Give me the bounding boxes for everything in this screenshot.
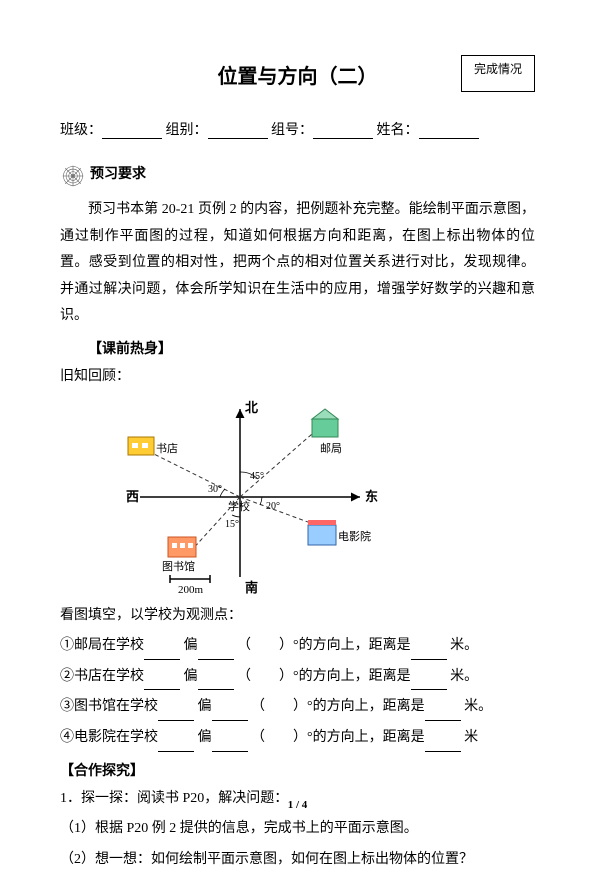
name-blank[interactable]: [419, 123, 479, 139]
q1-blank1[interactable]: [144, 644, 180, 660]
group-blank[interactable]: [208, 123, 268, 139]
angle30-label: 30°: [208, 484, 222, 495]
q1-blank3[interactable]: [411, 644, 447, 660]
groupno-blank[interactable]: [313, 123, 373, 139]
q4-blank2[interactable]: [212, 736, 248, 752]
q3-blank2[interactable]: [212, 705, 248, 721]
warmup-heading: 【课前热身】: [60, 338, 535, 358]
q4-blank1[interactable]: [158, 736, 194, 752]
q2-blank3[interactable]: [411, 674, 447, 690]
preview-heading: 预习要求: [90, 163, 146, 183]
north-label: 北: [245, 400, 258, 415]
angle15-label: 15°: [225, 519, 239, 530]
recall-label: 旧知回顾：: [60, 364, 535, 391]
east-label: 东: [365, 489, 378, 504]
angle20-label: 20°: [266, 501, 280, 512]
page: 位置与方向（二） 完成情况 班级： 组别： 组号： 姓名： 预习要求 预习书本第…: [0, 0, 595, 841]
explore-item1-2: （2）想一想：如何绘制平面示意图，如何在图上标出物体的位置？: [60, 847, 535, 873]
student-info-row: 班级： 组别： 组号： 姓名：: [60, 119, 535, 139]
status-box: 完成情况: [461, 55, 535, 92]
group-label: 组别：: [166, 123, 208, 138]
preview-heading-row: 预习要求: [60, 163, 535, 189]
explore-heading: 【合作探究】: [60, 760, 535, 780]
cinema-building: [308, 520, 336, 545]
west-label: 西: [126, 489, 139, 504]
class-label: 班级：: [60, 123, 102, 138]
name-label: 姓名：: [377, 123, 419, 138]
question-4: ④电影院在学校 偏 （ ）°的方向上，距离是 米: [60, 725, 535, 752]
south-label: 南: [245, 580, 258, 595]
bookstore-label: 书店: [156, 441, 178, 455]
cinema-label: 电影院: [338, 529, 371, 543]
postoffice-building: [312, 409, 338, 437]
q2-blank2[interactable]: [198, 674, 234, 690]
library-label: 图书馆: [162, 559, 195, 573]
page-footer: 1 / 4: [0, 799, 595, 811]
angle45-label: 45°: [250, 471, 264, 482]
page-title: 位置与方向（二）: [218, 60, 378, 89]
q1-blank2[interactable]: [198, 644, 234, 660]
class-blank[interactable]: [102, 123, 162, 139]
preview-paragraph: 预习书本第 20-21 页例 2 的内容，把例题补充完整。能绘制平面示意图，通过…: [60, 197, 535, 330]
q3-blank3[interactable]: [425, 705, 461, 721]
groupno-label: 组号：: [271, 123, 313, 138]
library-building: [168, 537, 196, 557]
bookstore-building: [128, 437, 154, 455]
question-3: ③图书馆在学校 偏 （ ）°的方向上，距离是 米。: [60, 694, 535, 721]
scale-label: 200m: [178, 584, 204, 596]
explore-item1-1: （1）根据 P20 例 2 提供的信息，完成书上的平面示意图。: [60, 816, 535, 843]
question-1: ①邮局在学校 偏 （ ）°的方向上，距离是 米。: [60, 633, 535, 660]
questions-intro: 看图填空，以学校为观测点：: [60, 603, 535, 630]
q4-blank3[interactable]: [425, 736, 461, 752]
question-2: ②书店在学校 偏 （ ）°的方向上，距离是 米。: [60, 664, 535, 691]
postoffice-label: 邮局: [320, 442, 342, 455]
q3-blank1[interactable]: [158, 705, 194, 721]
center-label: 学校: [228, 499, 250, 513]
q2-blank1[interactable]: [144, 674, 180, 690]
title-row: 位置与方向（二） 完成情况: [60, 60, 535, 89]
direction-diagram: 北 南 东 西 学校 书店 邮局 图书馆 电影院 45° 30° 20° 15°…: [80, 397, 400, 597]
swirl-icon: [60, 163, 86, 189]
